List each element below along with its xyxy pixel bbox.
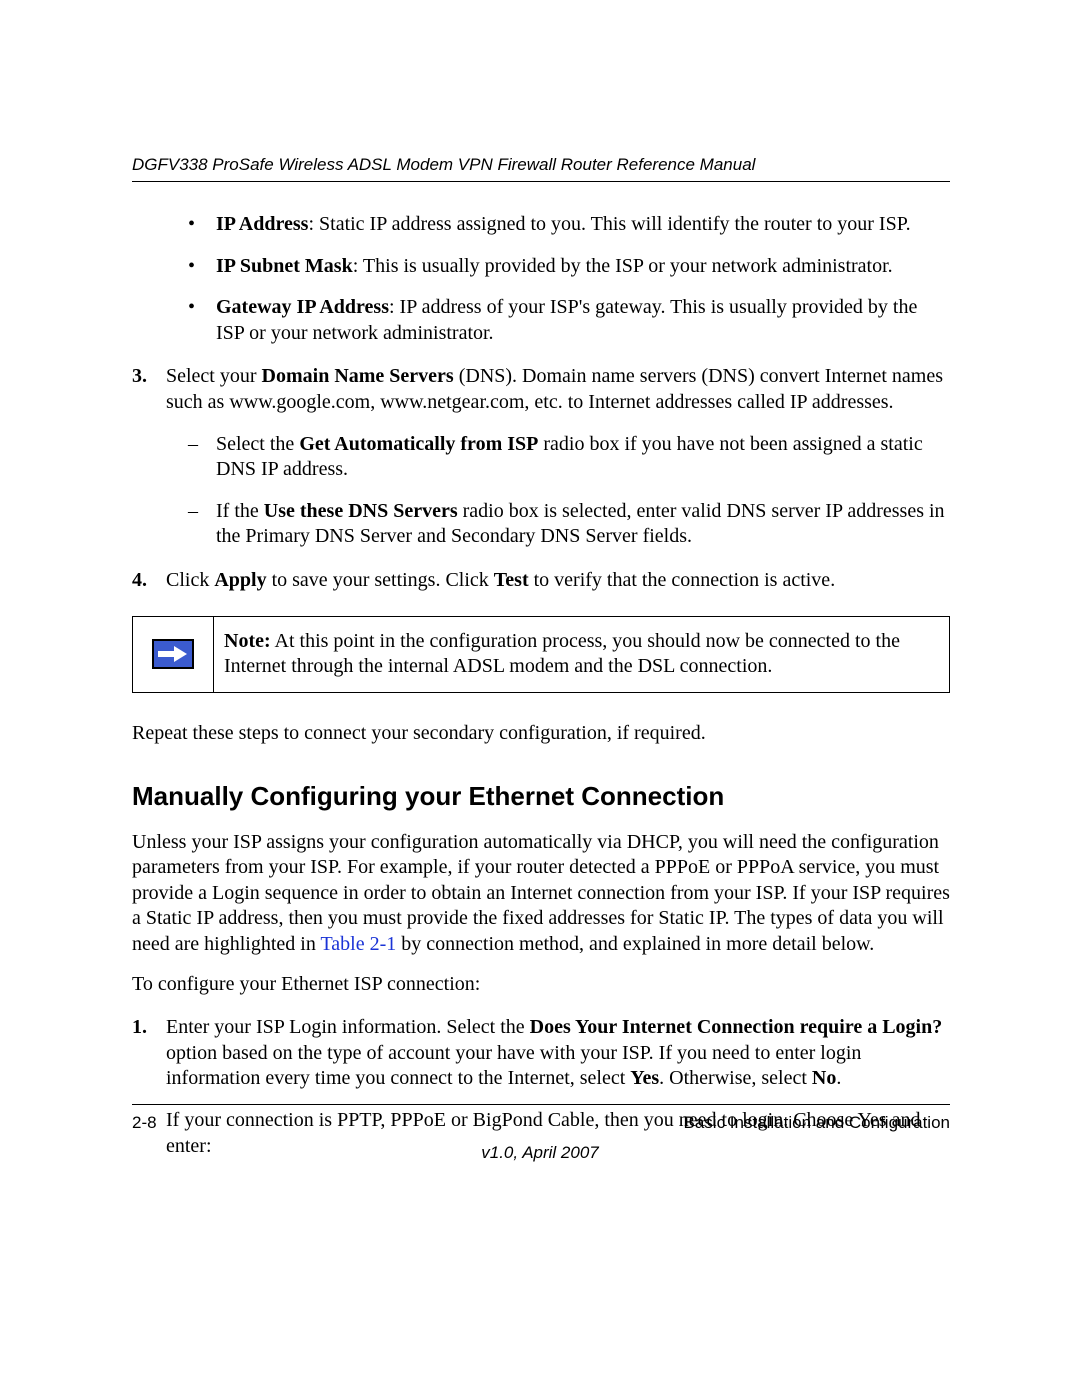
step-bold: Yes bbox=[630, 1067, 659, 1089]
page-footer: 2-8 Basic Installation and Configuration bbox=[132, 1104, 950, 1133]
page-content: IP Address: Static IP address assigned t… bbox=[132, 212, 950, 1159]
bullet-label: IP Subnet Mask bbox=[216, 255, 353, 277]
dash-text: Select the bbox=[216, 433, 299, 455]
table-2-1-link[interactable]: Table 2-1 bbox=[320, 933, 396, 955]
bullet-ip-subnet: IP Subnet Mask: This is usually provided… bbox=[216, 254, 950, 280]
step-bold: Domain Name Servers bbox=[262, 365, 454, 387]
footer-chapter: Basic Installation and Configuration bbox=[684, 1113, 951, 1133]
bullet-label: Gateway IP Address bbox=[216, 296, 389, 318]
dash-bold: Use these DNS Servers bbox=[264, 500, 458, 522]
step-bold: Test bbox=[494, 569, 529, 591]
bullet-gateway: Gateway IP Address: IP address of your I… bbox=[216, 295, 950, 346]
step-bold: Does Your Internet Connection require a … bbox=[530, 1016, 943, 1038]
dash-bold: Get Automatically from ISP bbox=[299, 433, 538, 455]
footer-page-number: 2-8 bbox=[132, 1113, 157, 1133]
arrow-right-icon bbox=[152, 639, 194, 669]
bullet-label: IP Address bbox=[216, 213, 308, 235]
repeat-paragraph: Repeat these steps to connect your secon… bbox=[132, 721, 950, 747]
footer-version: v1.0, April 2007 bbox=[0, 1143, 1080, 1163]
step-number: 3. bbox=[132, 364, 147, 390]
note-label: Note: bbox=[224, 630, 271, 652]
note-body: At this point in the configuration proce… bbox=[224, 630, 900, 678]
step3-dash-list: Select the Get Automatically from ISP ra… bbox=[216, 432, 950, 550]
step-bold: No bbox=[812, 1067, 836, 1089]
bullet-ip-address: IP Address: Static IP address assigned t… bbox=[216, 212, 950, 238]
step-text: Select your bbox=[166, 365, 262, 387]
step-text: Enter your ISP Login information. Select… bbox=[166, 1016, 530, 1038]
dash-use-dns: If the Use these DNS Servers radio box i… bbox=[216, 499, 950, 550]
para-text: by connection method, and explained in m… bbox=[396, 933, 874, 955]
step-1: 1. Enter your ISP Login information. Sel… bbox=[132, 1015, 950, 1092]
note-box: Note: At this point in the configuration… bbox=[132, 616, 950, 693]
step-3: 3. Select your Domain Name Servers (DNS)… bbox=[132, 364, 950, 550]
configure-lead-paragraph: To configure your Ethernet ISP connectio… bbox=[132, 972, 950, 998]
step-bold: Apply bbox=[214, 569, 266, 591]
top-bullet-list: IP Address: Static IP address assigned t… bbox=[216, 212, 950, 346]
numbered-steps-top: 3. Select your Domain Name Servers (DNS)… bbox=[132, 364, 950, 593]
numbered-steps-bottom: 1. Enter your ISP Login information. Sel… bbox=[132, 1015, 950, 1092]
step-text: to save your settings. Click bbox=[267, 569, 494, 591]
section-heading-ethernet: Manually Configuring your Ethernet Conne… bbox=[132, 780, 950, 813]
step-4: 4. Click Apply to save your settings. Cl… bbox=[132, 568, 950, 594]
dash-text: If the bbox=[216, 500, 264, 522]
note-icon-cell bbox=[133, 617, 213, 692]
note-text: Note: At this point in the configuration… bbox=[213, 617, 949, 692]
running-header: DGFV338 ProSafe Wireless ADSL Modem VPN … bbox=[132, 155, 950, 182]
step-number: 1. bbox=[132, 1015, 147, 1041]
step-text: . bbox=[836, 1067, 841, 1089]
section-intro-paragraph: Unless your ISP assigns your configurati… bbox=[132, 830, 950, 958]
step-text: to verify that the connection is active. bbox=[529, 569, 836, 591]
dash-get-auto: Select the Get Automatically from ISP ra… bbox=[216, 432, 950, 483]
bullet-text: : Static IP address assigned to you. Thi… bbox=[308, 213, 910, 235]
step-text: Click bbox=[166, 569, 214, 591]
step-text: . Otherwise, select bbox=[659, 1067, 812, 1089]
bullet-text: : This is usually provided by the ISP or… bbox=[353, 255, 893, 277]
step-number: 4. bbox=[132, 568, 147, 594]
